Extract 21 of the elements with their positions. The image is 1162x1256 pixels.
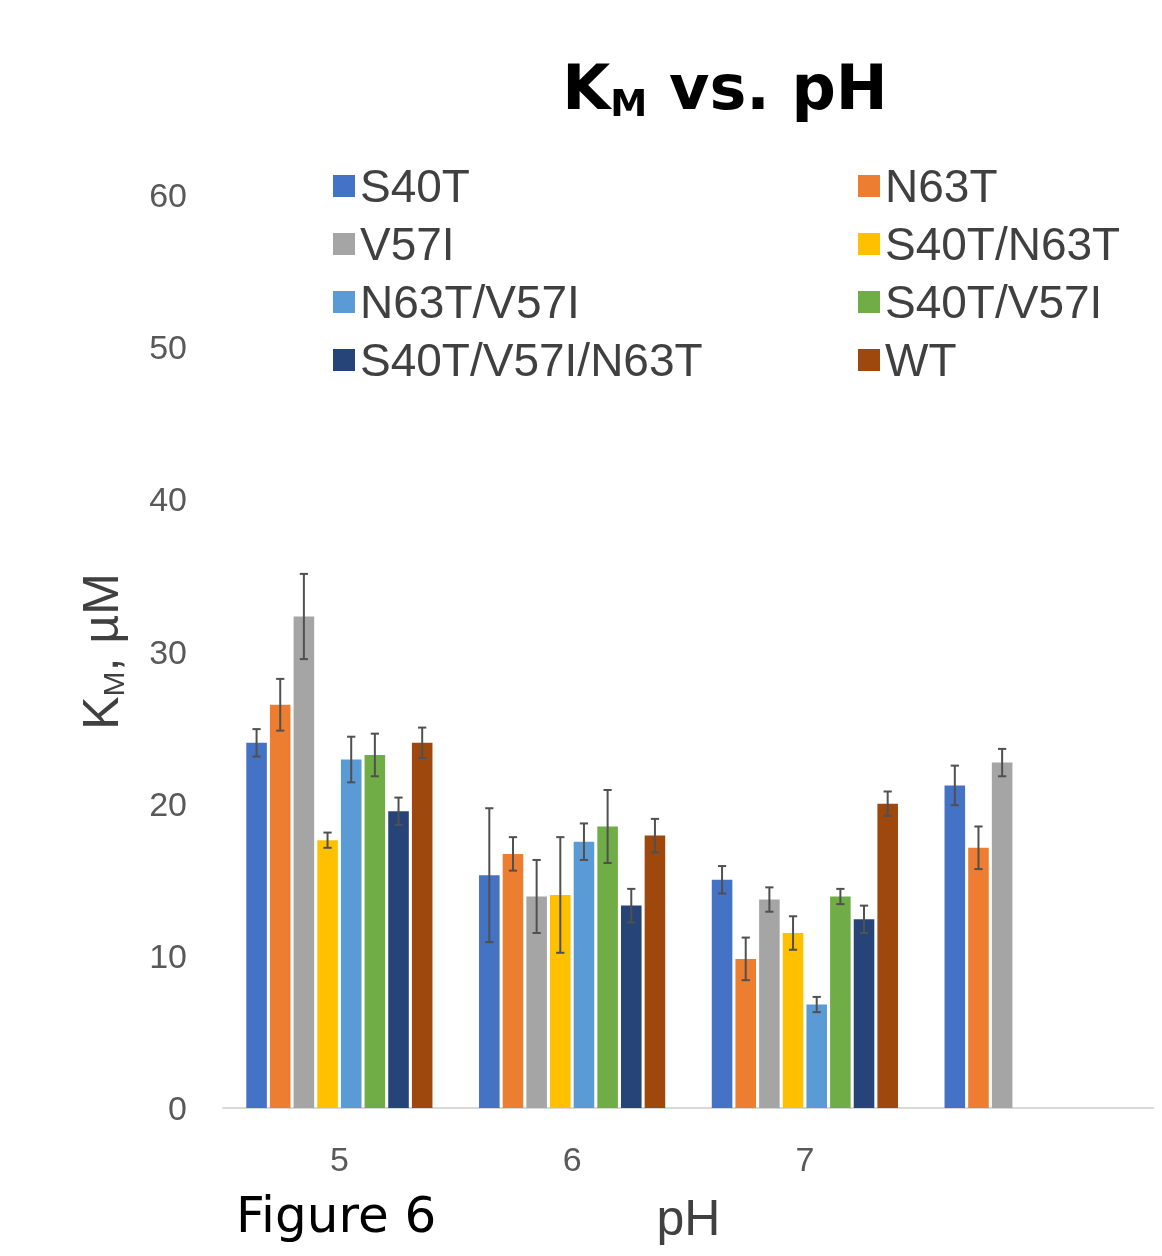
y-axis-title: KM, µM bbox=[72, 573, 130, 730]
y-tick-label: 40 bbox=[149, 480, 187, 519]
caption: Figure 6 bbox=[236, 1186, 437, 1244]
y-tick-label: 30 bbox=[149, 632, 187, 671]
legend-label: V57I bbox=[360, 218, 455, 270]
y-tick-label: 10 bbox=[149, 936, 187, 975]
x-axis-title: pH bbox=[656, 1190, 721, 1246]
y-tick-label: 20 bbox=[149, 784, 187, 823]
legend-label: S40T bbox=[360, 160, 470, 212]
legend-label: S40T/N63T bbox=[885, 218, 1121, 270]
x-tick-label: 6 bbox=[562, 1140, 582, 1178]
y-tick-label: 0 bbox=[168, 1089, 187, 1127]
x-tick-label: 7 bbox=[795, 1140, 815, 1178]
legend-label: S40T/V57I/N63T bbox=[360, 334, 703, 386]
y-tick-label: 50 bbox=[149, 328, 187, 367]
x-tick-label: 5 bbox=[329, 1140, 349, 1178]
y-tick-label: 60 bbox=[149, 176, 187, 214]
legend-label: S40T/V57I bbox=[885, 276, 1103, 328]
legend-label: N63T bbox=[885, 160, 998, 212]
legend-label: WT bbox=[885, 334, 957, 386]
legend-label: N63T/V57I bbox=[360, 276, 580, 328]
